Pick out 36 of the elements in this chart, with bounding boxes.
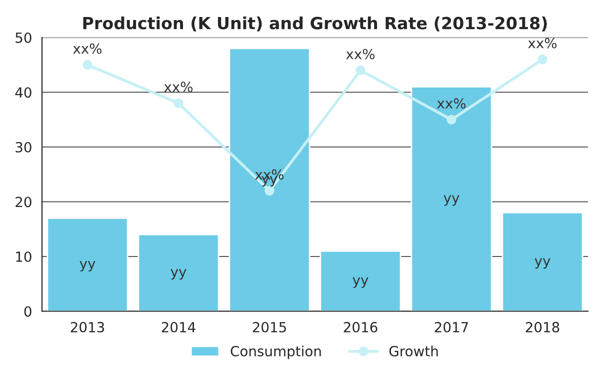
data-label: yy: [170, 269, 186, 280]
legend-label: Consumption: [230, 346, 321, 360]
data-label: xx%: [164, 82, 193, 92]
y-tick-label: 40: [15, 87, 32, 98]
bar: [46, 217, 128, 312]
bar: [228, 48, 310, 312]
x-tick-label: 2018: [526, 322, 560, 332]
point: [356, 65, 366, 76]
point: [174, 98, 184, 108]
x-tick-label: 2015: [252, 322, 286, 332]
point: [538, 54, 548, 64]
bar: [410, 86, 492, 312]
x-tick-label: 2013: [70, 322, 104, 332]
data-label: yy: [80, 260, 96, 272]
legend-label: Growth: [389, 346, 438, 356]
data-label: yy: [534, 258, 550, 269]
y-tick-label: 0: [24, 306, 32, 317]
y-tick-label: 20: [16, 196, 32, 208]
bar: [502, 212, 584, 312]
y-tick-label: 30: [16, 142, 32, 152]
data-label: xx%: [346, 48, 375, 60]
y-tick-label: 10: [16, 251, 32, 262]
y-tick-label: 50: [16, 32, 32, 43]
bar: [138, 234, 220, 312]
data-label: xx%: [73, 43, 102, 54]
x-tick-label: 2016: [344, 322, 378, 332]
point: [446, 114, 456, 124]
point: [82, 60, 92, 70]
x-tick-label: 2014: [162, 322, 196, 332]
data-label: xx%: [437, 98, 466, 109]
x-tick-label: 2017: [434, 322, 468, 332]
data-label: yy: [444, 195, 460, 206]
data-label: xx%: [528, 38, 557, 48]
bar: [320, 250, 402, 312]
data-label: yy: [352, 277, 368, 288]
chart-title: Production (K Unit) and Growth Rate (2013-2018): [83, 16, 547, 32]
